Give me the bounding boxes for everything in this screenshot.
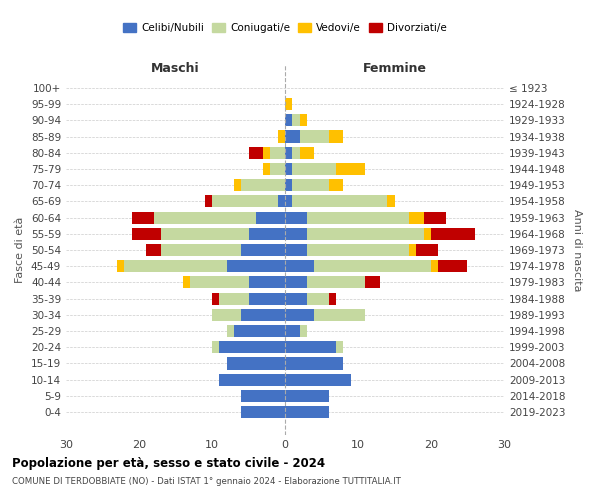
- Bar: [416, 244, 438, 256]
- Bar: [220, 374, 285, 386]
- Bar: [220, 292, 248, 304]
- Bar: [271, 163, 285, 175]
- Bar: [285, 292, 307, 304]
- Bar: [285, 114, 292, 126]
- Bar: [212, 196, 278, 207]
- Bar: [220, 341, 285, 353]
- Bar: [285, 130, 299, 142]
- Bar: [212, 341, 220, 353]
- Bar: [278, 130, 285, 142]
- Bar: [248, 228, 285, 240]
- Bar: [307, 228, 424, 240]
- Y-axis label: Anni di nascita: Anni di nascita: [572, 209, 582, 291]
- Bar: [285, 341, 336, 353]
- Bar: [285, 374, 350, 386]
- Text: Femmine: Femmine: [362, 62, 427, 75]
- Bar: [285, 276, 307, 288]
- Bar: [285, 325, 299, 337]
- Bar: [248, 276, 285, 288]
- Bar: [285, 358, 343, 370]
- Bar: [336, 163, 365, 175]
- Bar: [307, 276, 365, 288]
- Bar: [256, 212, 285, 224]
- Bar: [132, 228, 161, 240]
- Bar: [409, 212, 424, 224]
- Bar: [183, 276, 190, 288]
- Bar: [285, 163, 292, 175]
- Bar: [271, 146, 285, 159]
- Bar: [241, 244, 285, 256]
- Bar: [299, 325, 307, 337]
- Bar: [299, 146, 314, 159]
- Bar: [292, 163, 336, 175]
- Bar: [285, 390, 329, 402]
- Bar: [146, 244, 161, 256]
- Legend: Celibi/Nubili, Coniugati/e, Vedovi/e, Divorziati/e: Celibi/Nubili, Coniugati/e, Vedovi/e, Di…: [119, 18, 451, 37]
- Bar: [154, 212, 256, 224]
- Bar: [307, 212, 409, 224]
- Bar: [285, 406, 329, 418]
- Bar: [263, 146, 271, 159]
- Bar: [285, 212, 307, 224]
- Bar: [285, 228, 307, 240]
- Bar: [336, 341, 343, 353]
- Bar: [161, 228, 248, 240]
- Bar: [285, 260, 314, 272]
- Bar: [248, 146, 263, 159]
- Bar: [212, 292, 220, 304]
- Bar: [292, 146, 299, 159]
- Bar: [292, 196, 387, 207]
- Bar: [314, 309, 365, 321]
- Bar: [365, 276, 380, 288]
- Bar: [285, 309, 314, 321]
- Bar: [329, 292, 336, 304]
- Bar: [285, 244, 307, 256]
- Bar: [285, 196, 292, 207]
- Bar: [424, 212, 446, 224]
- Bar: [227, 325, 234, 337]
- Bar: [212, 309, 241, 321]
- Bar: [409, 244, 416, 256]
- Text: Maschi: Maschi: [151, 62, 200, 75]
- Text: Popolazione per età, sesso e stato civile - 2024: Popolazione per età, sesso e stato civil…: [12, 458, 325, 470]
- Bar: [387, 196, 395, 207]
- Bar: [161, 244, 241, 256]
- Bar: [227, 260, 285, 272]
- Bar: [329, 130, 343, 142]
- Bar: [285, 179, 292, 191]
- Bar: [248, 292, 285, 304]
- Bar: [424, 228, 431, 240]
- Text: COMUNE DI TERDOBBIATE (NO) - Dati ISTAT 1° gennaio 2024 - Elaborazione TUTTITALI: COMUNE DI TERDOBBIATE (NO) - Dati ISTAT …: [12, 478, 401, 486]
- Bar: [278, 196, 285, 207]
- Bar: [329, 179, 343, 191]
- Bar: [227, 358, 285, 370]
- Bar: [431, 260, 438, 272]
- Bar: [292, 179, 329, 191]
- Bar: [438, 260, 467, 272]
- Bar: [132, 212, 154, 224]
- Bar: [241, 390, 285, 402]
- Bar: [292, 114, 299, 126]
- Bar: [205, 196, 212, 207]
- Bar: [124, 260, 227, 272]
- Bar: [431, 228, 475, 240]
- Bar: [190, 276, 248, 288]
- Bar: [117, 260, 124, 272]
- Bar: [241, 179, 285, 191]
- Bar: [299, 114, 307, 126]
- Bar: [285, 98, 292, 110]
- Bar: [314, 260, 431, 272]
- Bar: [285, 146, 292, 159]
- Bar: [307, 244, 409, 256]
- Bar: [307, 292, 329, 304]
- Bar: [241, 309, 285, 321]
- Bar: [234, 179, 241, 191]
- Y-axis label: Fasce di età: Fasce di età: [16, 217, 25, 283]
- Bar: [299, 130, 329, 142]
- Bar: [234, 325, 285, 337]
- Bar: [241, 406, 285, 418]
- Bar: [263, 163, 271, 175]
